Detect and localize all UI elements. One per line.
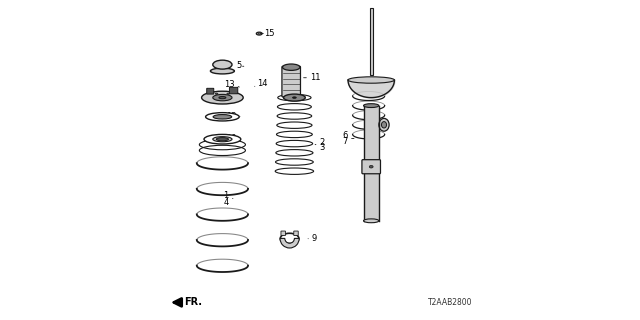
- Text: 10: 10: [226, 134, 236, 143]
- Ellipse shape: [369, 165, 373, 168]
- Ellipse shape: [348, 77, 394, 83]
- Ellipse shape: [278, 94, 311, 101]
- Text: 11: 11: [310, 73, 320, 82]
- Ellipse shape: [284, 94, 305, 101]
- Text: 14: 14: [257, 79, 268, 88]
- Ellipse shape: [292, 97, 296, 99]
- Ellipse shape: [211, 68, 234, 74]
- Text: 1: 1: [223, 191, 229, 200]
- FancyBboxPatch shape: [281, 231, 285, 236]
- Ellipse shape: [212, 137, 232, 142]
- Ellipse shape: [275, 159, 314, 165]
- Text: 9: 9: [312, 234, 317, 243]
- FancyBboxPatch shape: [230, 87, 238, 94]
- Ellipse shape: [381, 122, 387, 128]
- Ellipse shape: [276, 122, 312, 128]
- Ellipse shape: [364, 219, 379, 223]
- Text: 8: 8: [231, 92, 236, 101]
- Text: 13: 13: [224, 80, 235, 89]
- Text: 3: 3: [319, 143, 324, 152]
- Text: 12: 12: [226, 112, 236, 121]
- Ellipse shape: [202, 91, 243, 104]
- Bar: [370, 8, 372, 75]
- Ellipse shape: [282, 64, 300, 70]
- Ellipse shape: [219, 97, 226, 99]
- Ellipse shape: [276, 150, 313, 156]
- Text: 7: 7: [342, 137, 348, 146]
- Ellipse shape: [276, 131, 312, 138]
- Wedge shape: [280, 238, 300, 248]
- Ellipse shape: [216, 138, 228, 141]
- Text: 2: 2: [319, 138, 324, 147]
- Ellipse shape: [278, 104, 311, 110]
- Text: FR.: FR.: [184, 297, 202, 308]
- Ellipse shape: [276, 140, 312, 147]
- FancyBboxPatch shape: [362, 160, 380, 174]
- Ellipse shape: [205, 113, 239, 121]
- FancyBboxPatch shape: [294, 231, 298, 236]
- Ellipse shape: [379, 118, 389, 131]
- Ellipse shape: [213, 115, 232, 119]
- Ellipse shape: [212, 60, 232, 69]
- FancyBboxPatch shape: [207, 88, 214, 94]
- Bar: [364, 106, 379, 221]
- Text: T2AAB2800: T2AAB2800: [428, 298, 473, 307]
- Ellipse shape: [212, 94, 232, 101]
- Text: 5: 5: [236, 61, 242, 70]
- Text: 15: 15: [264, 29, 275, 38]
- Ellipse shape: [277, 113, 312, 119]
- Ellipse shape: [215, 93, 218, 94]
- Text: 6: 6: [342, 131, 348, 140]
- FancyBboxPatch shape: [282, 66, 301, 97]
- Ellipse shape: [204, 134, 241, 144]
- Ellipse shape: [275, 168, 314, 174]
- Ellipse shape: [364, 104, 379, 108]
- Text: 4: 4: [223, 198, 229, 207]
- Ellipse shape: [227, 93, 230, 94]
